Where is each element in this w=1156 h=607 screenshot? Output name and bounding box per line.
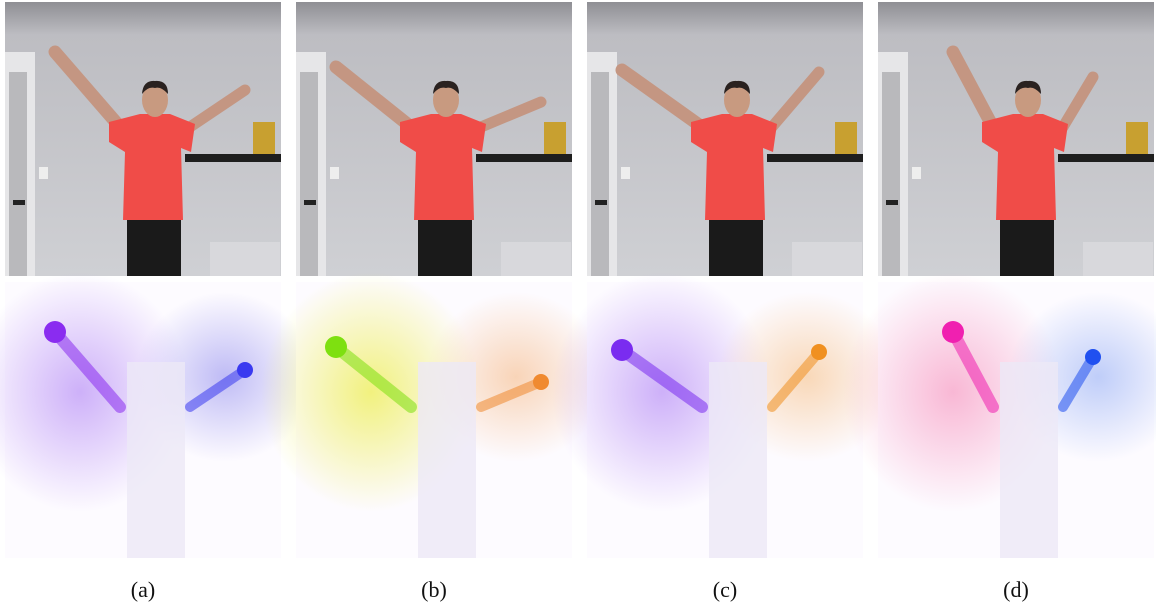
flow-body [1000,362,1058,558]
flow-hand [237,362,253,378]
books [1126,122,1148,154]
books [253,122,275,154]
shelf [476,154,572,162]
switch [621,167,630,179]
flow-hand [942,321,964,343]
flow-map [843,272,1156,558]
flow-hand [533,374,549,390]
figure: (a) (b) (c) (d) [0,0,1156,607]
photo [296,2,572,276]
door-handle [304,200,316,205]
books [835,122,857,154]
caption: (d) [1003,577,1029,602]
switch [39,167,48,179]
caption: (c) [713,577,737,602]
switch [912,167,921,179]
door [300,72,318,276]
flow-body [709,362,767,558]
shelf [185,154,281,162]
photo [878,2,1154,276]
lamp [1083,242,1153,276]
photo [5,2,281,276]
lamp [501,242,571,276]
flow-body [418,362,476,558]
lamp [792,242,862,276]
door [591,72,609,276]
door [9,72,27,276]
flow-hand [1085,349,1101,365]
photo [587,2,863,276]
flow-hand [325,336,347,358]
pants [127,216,181,276]
books [544,122,566,154]
caption: (a) [131,577,155,602]
caption: (b) [421,577,447,602]
door-handle [886,200,898,205]
pants [709,216,763,276]
flow-body [127,362,185,558]
switch [330,167,339,179]
flow-hand [811,344,827,360]
lamp [210,242,280,276]
flow-hand [611,339,633,361]
flow-hand [44,321,66,343]
shelf [767,154,863,162]
shelf [1058,154,1154,162]
pants [418,216,472,276]
pants [1000,216,1054,276]
door [882,72,900,276]
door-handle [595,200,607,205]
door-handle [13,200,25,205]
